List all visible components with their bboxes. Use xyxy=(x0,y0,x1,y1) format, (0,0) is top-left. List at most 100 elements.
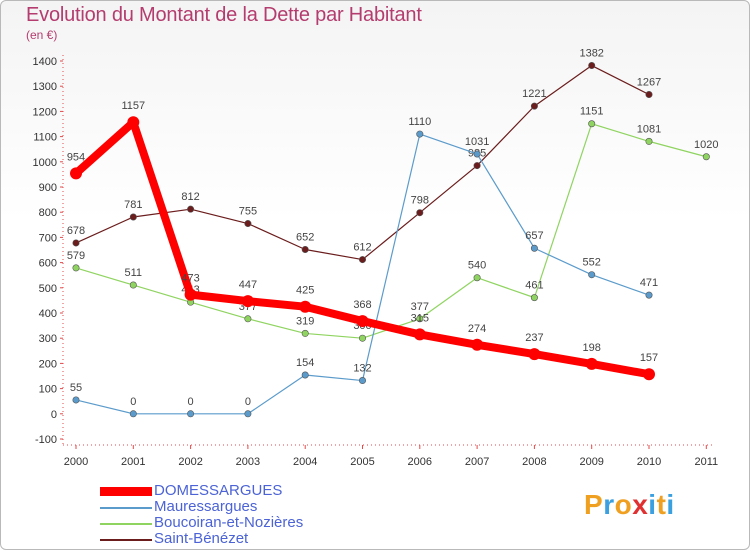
y-tick-label: -100 xyxy=(35,434,57,446)
data-point-saint-benezet xyxy=(530,102,538,110)
logo-letter: P xyxy=(584,489,604,520)
data-point-boucoiran-et-nozieres xyxy=(244,315,252,323)
legend-label: DOMESSARGUES xyxy=(154,482,283,499)
y-tick-label: 0 xyxy=(51,409,57,421)
legend-label: Boucoiran-et-Nozières xyxy=(154,514,304,531)
data-point-saint-benezet xyxy=(301,245,309,253)
data-point-boucoiran-et-nozieres xyxy=(702,153,710,161)
x-tick-label: 2011 xyxy=(694,456,718,468)
data-label-mauressargues: 0 xyxy=(188,396,194,408)
y-tick-label: 1200 xyxy=(33,106,57,118)
data-label-boucoiran-et-nozieres: 511 xyxy=(125,267,143,279)
x-tick-label: 2000 xyxy=(64,456,88,468)
data-point-mauressargues xyxy=(645,291,653,299)
data-label-domessargues: 368 xyxy=(353,299,371,311)
logo-letter: t xyxy=(656,489,667,520)
data-label-mauressargues: 552 xyxy=(583,257,601,269)
data-point-saint-benezet xyxy=(588,62,596,70)
data-point-mauressargues xyxy=(588,271,596,279)
data-label-boucoiran-et-nozieres: 319 xyxy=(296,315,314,327)
y-tick-label: 800 xyxy=(39,207,57,219)
x-tick-label: 2003 xyxy=(236,456,260,468)
data-point-mauressargues xyxy=(301,371,309,379)
chart-title: Evolution du Montant de la Dette par Hab… xyxy=(26,4,422,26)
data-point-boucoiran-et-nozieres xyxy=(72,264,80,272)
data-label-saint-benezet: 612 xyxy=(353,242,371,254)
data-point-domessargues xyxy=(413,328,426,341)
data-point-boucoiran-et-nozieres xyxy=(530,294,538,302)
data-label-saint-benezet: 678 xyxy=(67,225,85,237)
data-point-saint-benezet xyxy=(129,213,137,221)
data-point-domessargues xyxy=(70,167,82,180)
data-label-mauressargues: 55 xyxy=(70,382,82,394)
data-label-boucoiran-et-nozieres: 377 xyxy=(411,301,429,313)
y-tick-label: 900 xyxy=(39,182,57,194)
data-point-domessargues xyxy=(127,116,140,129)
y-tick-label: 500 xyxy=(39,283,57,295)
data-point-domessargues xyxy=(241,295,254,308)
data-point-mauressargues xyxy=(72,396,80,404)
data-label-domessargues: 473 xyxy=(181,273,199,285)
logo-letter: r xyxy=(603,489,615,520)
data-label-boucoiran-et-nozieres: 540 xyxy=(468,260,486,272)
data-label-boucoiran-et-nozieres: 1020 xyxy=(694,139,718,151)
y-tick-label: 1100 xyxy=(33,132,57,144)
data-label-boucoiran-et-nozieres: 1081 xyxy=(637,123,661,135)
y-tick-label: 400 xyxy=(39,308,57,320)
data-point-mauressargues xyxy=(358,377,366,385)
legend-label: Mauressargues xyxy=(154,498,258,515)
x-tick-label: 2008 xyxy=(522,456,546,468)
data-point-saint-benezet xyxy=(72,239,80,247)
data-point-domessargues xyxy=(528,348,541,361)
data-label-mauressargues: 471 xyxy=(640,277,658,289)
data-label-mauressargues: 154 xyxy=(296,357,314,369)
data-label-boucoiran-et-nozieres: 461 xyxy=(525,280,543,292)
x-tick-label: 2009 xyxy=(579,456,603,468)
proxiti-logo: Proxiti xyxy=(584,489,675,521)
data-label-domessargues: 198 xyxy=(583,342,601,354)
data-label-domessargues: 315 xyxy=(411,312,429,324)
data-label-domessargues: 447 xyxy=(239,279,257,291)
chart-unit-label: (en €) xyxy=(26,28,58,42)
data-label-mauressargues: 657 xyxy=(525,230,543,242)
data-label-domessargues: 1157 xyxy=(121,100,145,112)
data-label-saint-benezet: 755 xyxy=(239,206,257,218)
data-point-mauressargues xyxy=(187,410,195,418)
data-point-mauressargues xyxy=(129,410,137,418)
data-point-domessargues xyxy=(643,368,655,381)
data-point-saint-benezet xyxy=(244,220,252,228)
x-tick-label: 2007 xyxy=(465,456,489,468)
data-label-saint-benezet: 812 xyxy=(181,191,199,203)
data-point-boucoiran-et-nozieres xyxy=(129,281,137,289)
data-point-mauressargues xyxy=(416,130,424,138)
data-label-domessargues: 425 xyxy=(296,285,314,297)
y-tick-label: 1000 xyxy=(33,157,57,169)
data-point-domessargues xyxy=(356,315,369,328)
data-point-saint-benezet xyxy=(645,91,653,99)
data-point-saint-benezet xyxy=(358,256,366,264)
data-label-domessargues: 237 xyxy=(525,332,543,344)
data-point-domessargues xyxy=(471,338,484,351)
legend-label: Saint-Bénézet xyxy=(154,530,249,547)
data-label-boucoiran-et-nozieres: 579 xyxy=(67,250,85,262)
x-tick-label: 2004 xyxy=(293,456,317,468)
x-tick-label: 2006 xyxy=(408,456,432,468)
x-tick-label: 2010 xyxy=(637,456,661,468)
data-label-saint-benezet: 781 xyxy=(124,199,142,211)
data-point-domessargues xyxy=(184,288,197,301)
data-point-boucoiran-et-nozieres xyxy=(645,137,653,145)
data-label-mauressargues: 0 xyxy=(130,396,136,408)
y-tick-label: 300 xyxy=(39,333,57,345)
data-label-saint-benezet: 1267 xyxy=(637,77,661,89)
logo-letter: i xyxy=(648,489,657,520)
data-point-domessargues xyxy=(585,357,598,370)
data-point-saint-benezet xyxy=(187,205,195,213)
x-tick-label: 2001 xyxy=(121,456,145,468)
data-label-saint-benezet: 1382 xyxy=(579,48,603,60)
data-label-saint-benezet: 798 xyxy=(411,195,429,207)
data-point-domessargues xyxy=(299,300,312,313)
data-point-boucoiran-et-nozieres xyxy=(358,334,366,342)
y-tick-label: 700 xyxy=(39,232,57,244)
